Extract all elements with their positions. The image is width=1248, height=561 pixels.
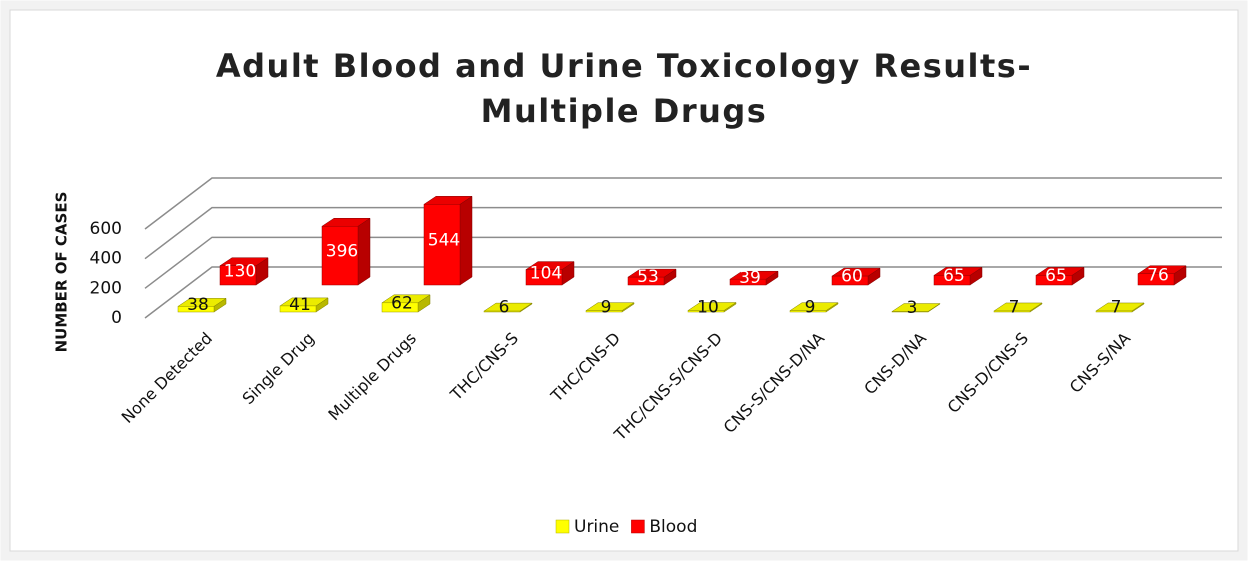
chart-title: Multiple Drugs — [481, 92, 768, 130]
bar-front — [789, 310, 827, 313]
bar-front — [585, 310, 623, 313]
y-tick-label: 600 — [90, 219, 122, 239]
bar — [1095, 302, 1145, 313]
bar-front — [729, 278, 767, 286]
value-label: 53 — [637, 267, 659, 287]
bar-front — [279, 305, 317, 313]
bar — [789, 302, 839, 313]
value-label: 9 — [601, 297, 612, 317]
value-label: 396 — [326, 242, 358, 262]
legend-swatch — [555, 519, 570, 534]
y-axis-label: NUMBER OF CASES — [53, 192, 71, 353]
bar — [381, 294, 431, 313]
bar-front — [1095, 310, 1133, 313]
bar — [177, 297, 227, 313]
bar-front — [321, 226, 359, 286]
legend-label: Urine — [574, 517, 619, 537]
bar — [219, 257, 269, 286]
y-tick-label: 0 — [111, 308, 122, 328]
legend-label: Blood — [649, 517, 697, 537]
bar-front — [483, 310, 521, 313]
value-label: 7 — [1009, 297, 1020, 317]
bar — [933, 266, 983, 286]
value-label: 3 — [907, 298, 918, 318]
bar-front — [831, 275, 869, 286]
legend-swatch — [631, 519, 645, 534]
bar-front — [627, 276, 665, 286]
grid-line — [144, 266, 1222, 319]
bar — [525, 261, 575, 286]
bar-front — [381, 302, 419, 313]
value-label: 41 — [289, 295, 311, 315]
bar — [1035, 266, 1085, 286]
bar-front — [423, 204, 461, 286]
bar — [483, 302, 533, 313]
value-label: 544 — [428, 231, 460, 251]
bar — [279, 297, 329, 313]
bar-front — [933, 275, 971, 286]
value-label: 65 — [1045, 266, 1067, 286]
bar — [423, 195, 473, 286]
bar-front — [525, 269, 563, 286]
value-label: 10 — [697, 297, 719, 317]
bar — [321, 217, 371, 286]
bar-front — [687, 310, 725, 313]
grid-line — [144, 177, 1222, 230]
bar — [687, 302, 737, 313]
value-label: 130 — [224, 261, 256, 281]
bar-front — [219, 265, 257, 286]
value-label: 62 — [391, 293, 413, 313]
bar — [729, 270, 779, 286]
y-tick-label: 200 — [90, 278, 122, 298]
bar-front — [993, 310, 1031, 313]
grid-line — [144, 236, 1222, 289]
bar-front — [1137, 273, 1175, 286]
value-label: 76 — [1147, 265, 1169, 285]
bar-front — [177, 306, 215, 313]
chart-title: Adult Blood and Urine Toxicology Results… — [216, 47, 1032, 85]
value-label: 65 — [943, 266, 965, 286]
value-label: 104 — [530, 263, 562, 283]
bar-side — [357, 217, 371, 286]
value-label: 39 — [739, 268, 761, 288]
bar — [891, 303, 941, 313]
chart-area — [9, 9, 1239, 552]
bar — [993, 302, 1043, 313]
y-tick-label: 400 — [90, 249, 122, 269]
value-label: 7 — [1111, 297, 1122, 317]
value-label: 6 — [499, 298, 510, 318]
bar — [627, 268, 677, 286]
bar — [585, 302, 635, 313]
value-label: 9 — [805, 297, 816, 317]
bar-side — [459, 195, 473, 286]
value-label: 60 — [841, 267, 863, 287]
bar — [831, 267, 881, 286]
bar-front — [1035, 275, 1073, 286]
bar — [1137, 265, 1187, 286]
grid-line — [144, 206, 1222, 260]
value-label: 38 — [187, 295, 209, 315]
